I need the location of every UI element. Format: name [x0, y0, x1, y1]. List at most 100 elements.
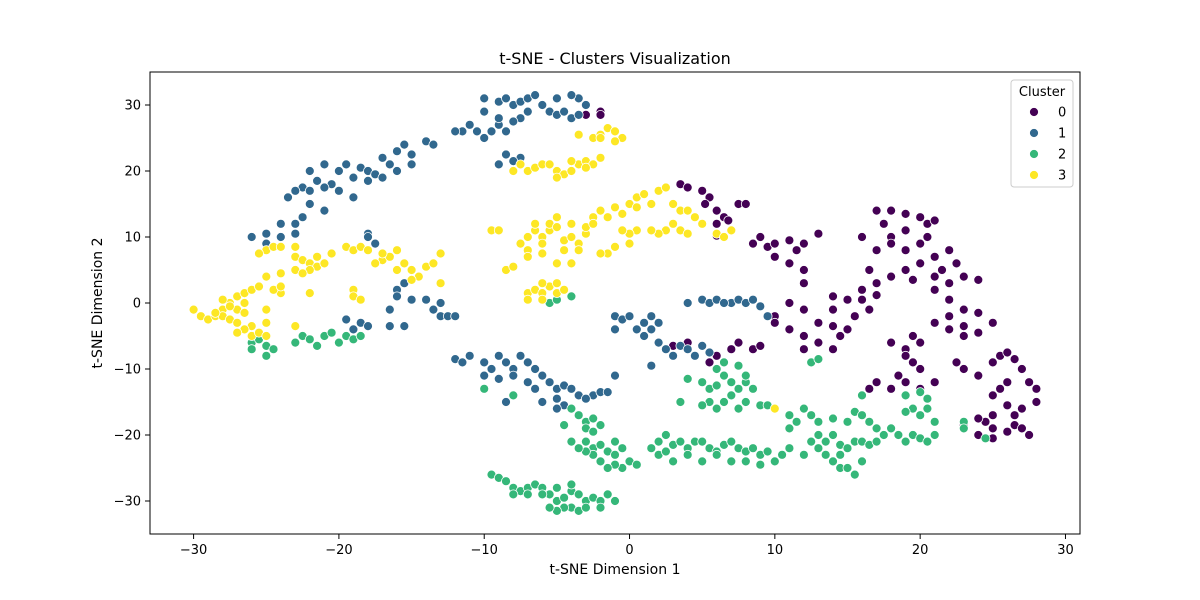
legend-items: 0 1 2 3 [1029, 106, 1066, 184]
point-cluster-3 [610, 126, 620, 137]
point-cluster-2 [552, 482, 562, 493]
point-cluster-2 [595, 420, 606, 431]
x-tick-label: 0 [625, 543, 633, 558]
point-cluster-2 [566, 291, 577, 302]
point-cluster-3 [406, 274, 417, 285]
point-cluster-1 [508, 116, 519, 127]
point-cluster-3 [399, 258, 410, 269]
legend-item-0: 0 [1029, 106, 1066, 121]
point-cluster-0 [799, 344, 809, 355]
point-cluster-0 [1002, 400, 1013, 411]
point-cluster-0 [937, 265, 947, 275]
point-cluster-2 [740, 370, 751, 381]
point-cluster-1 [537, 100, 548, 110]
point-cluster-0 [769, 238, 780, 249]
point-cluster-2 [711, 403, 722, 414]
point-cluster-2 [813, 354, 824, 365]
point-cluster-0 [915, 364, 926, 374]
point-cluster-1 [384, 321, 395, 332]
point-cluster-1 [406, 149, 417, 160]
point-cluster-0 [987, 317, 998, 328]
points-layer [188, 90, 1042, 516]
point-cluster-0 [857, 294, 867, 305]
point-cluster-1 [275, 218, 286, 229]
y-axis-label: t-SNE Dimension 2 [90, 238, 106, 369]
y-tick-label: 20 [124, 165, 141, 180]
point-cluster-0 [915, 238, 926, 249]
point-cluster-2 [929, 416, 940, 427]
point-cluster-0 [958, 331, 969, 341]
point-cluster-2 [813, 430, 824, 440]
point-cluster-0 [915, 258, 926, 269]
point-cluster-2 [617, 443, 628, 454]
point-cluster-2 [842, 416, 853, 427]
point-cluster-2 [922, 403, 933, 414]
point-cluster-0 [704, 357, 715, 368]
point-cluster-2 [769, 456, 780, 467]
point-cluster-1 [450, 126, 461, 137]
point-cluster-0 [922, 232, 933, 242]
point-cluster-3 [522, 232, 533, 242]
point-cluster-0 [1009, 354, 1020, 365]
point-cluster-2 [508, 390, 519, 401]
point-cluster-2 [900, 406, 911, 417]
point-cluster-0 [799, 304, 809, 315]
point-cluster-2 [740, 456, 751, 467]
point-cluster-2 [726, 390, 737, 401]
point-cluster-0 [784, 235, 795, 246]
point-cluster-0 [929, 271, 940, 282]
point-cluster-0 [973, 307, 984, 318]
point-cluster-0 [1002, 377, 1013, 388]
point-cluster-1 [428, 139, 439, 150]
point-cluster-2 [849, 469, 860, 480]
point-cluster-3 [261, 304, 272, 315]
point-cluster-0 [987, 390, 998, 401]
point-cluster-3 [690, 212, 700, 223]
point-cluster-1 [544, 377, 555, 388]
point-cluster-0 [995, 383, 1005, 394]
point-cluster-2 [610, 496, 620, 506]
point-cluster-1 [399, 139, 410, 150]
point-cluster-3 [610, 202, 620, 213]
point-cluster-1 [464, 350, 475, 361]
point-cluster-1 [646, 311, 657, 322]
point-cluster-3 [319, 258, 330, 269]
legend-label: 1 [1058, 127, 1066, 142]
point-cluster-0 [886, 383, 896, 394]
point-cluster-2 [842, 463, 853, 473]
point-cluster-3 [508, 166, 519, 176]
point-cluster-0 [908, 331, 918, 341]
legend-marker [1029, 149, 1039, 159]
point-cluster-1 [333, 166, 344, 176]
point-cluster-0 [871, 290, 882, 301]
point-cluster-2 [719, 397, 729, 407]
point-cluster-1 [522, 377, 533, 388]
point-cluster-0 [1017, 403, 1027, 414]
point-cluster-0 [682, 182, 693, 193]
point-cluster-1 [537, 397, 548, 407]
point-cluster-2 [653, 436, 664, 447]
point-cluster-0 [726, 344, 737, 355]
point-cluster-0 [700, 199, 710, 209]
point-cluster-2 [719, 357, 729, 368]
point-cluster-1 [668, 350, 678, 361]
x-tick-label: −20 [325, 543, 352, 558]
point-cluster-2 [813, 443, 824, 454]
y-tick-label: 30 [124, 99, 141, 114]
point-cluster-2 [777, 449, 787, 460]
point-cluster-2 [573, 489, 584, 500]
point-cluster-2 [958, 423, 969, 434]
point-cluster-2 [726, 377, 737, 388]
point-cluster-2 [929, 430, 940, 440]
x-tick-label: 30 [1057, 543, 1074, 558]
point-cluster-2 [828, 413, 838, 424]
point-cluster-0 [799, 265, 809, 275]
point-cluster-3 [232, 317, 243, 328]
point-cluster-3 [261, 331, 272, 341]
point-cluster-3 [224, 301, 235, 312]
point-cluster-2 [697, 377, 708, 388]
point-cluster-0 [944, 324, 955, 335]
point-cluster-0 [973, 274, 984, 285]
point-cluster-1 [457, 357, 468, 368]
point-cluster-3 [522, 251, 533, 262]
